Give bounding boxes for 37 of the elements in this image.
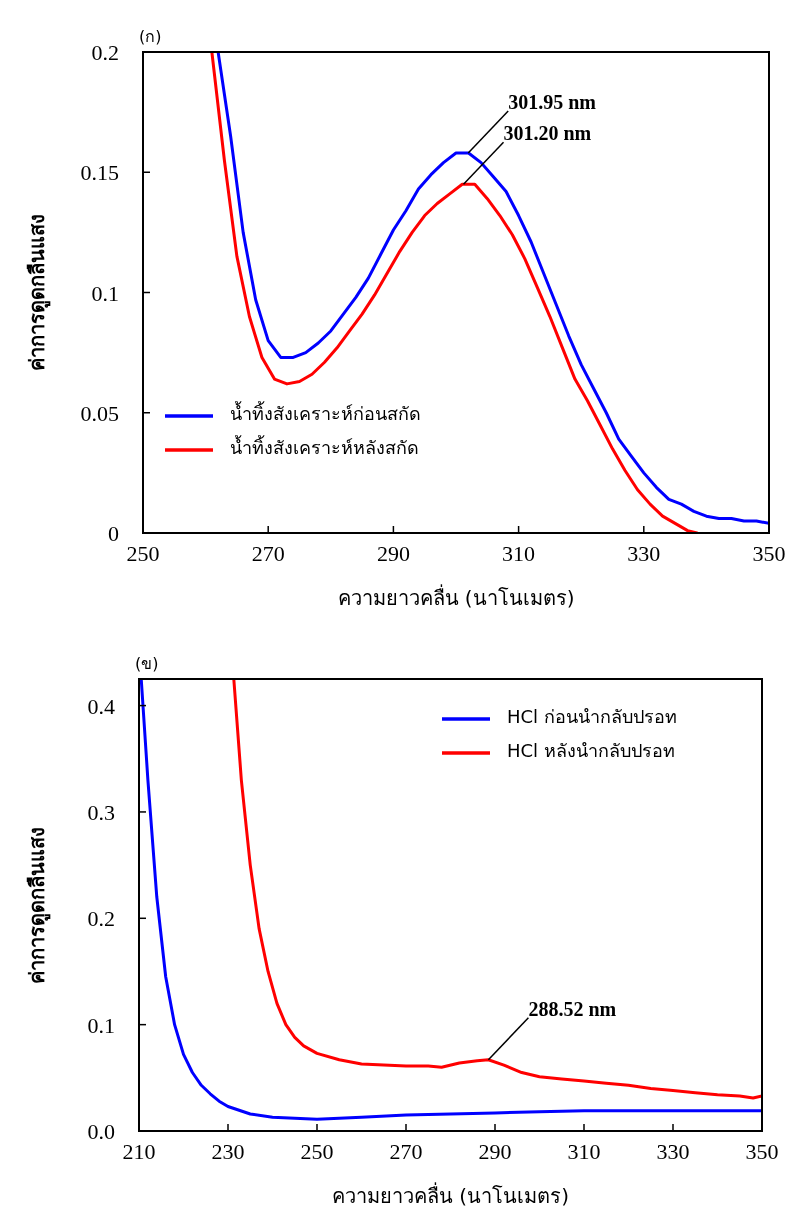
annotation: 288.52 nm — [528, 997, 617, 1020]
x-tick-label: 270 — [389, 1139, 423, 1164]
annotation: 301.20 nm — [503, 122, 592, 145]
chart-title: (ข) — [135, 654, 159, 673]
legend-label: HCl ก่อนนำกลับปรอท — [507, 706, 677, 727]
y-tick-label: 0.15 — [80, 160, 119, 186]
y-axis-title: ค่าการดูดกลืนแสง — [25, 826, 51, 984]
y-tick-label: 0.3 — [87, 799, 115, 825]
legend-label: HCl หลังนำกลับปรอท — [507, 740, 675, 761]
y-tick-label: 0.1 — [87, 1012, 115, 1038]
x-tick-label: 210 — [122, 1139, 156, 1164]
x-axis-title: ความยาวคลื่น (นาโนเมตร) — [337, 584, 575, 610]
x-tick-label: 350 — [752, 541, 786, 566]
y-tick-label: 0.2 — [87, 906, 115, 932]
x-tick-label: 230 — [211, 1139, 245, 1164]
x-tick-label: 250 — [300, 1139, 334, 1164]
y-tick-label: 0.1 — [91, 280, 119, 306]
x-tick-label: 330 — [627, 541, 661, 566]
x-axis-title: ความยาวคลื่น (นาโนเมตร) — [332, 1182, 569, 1208]
x-tick-label: 290 — [376, 541, 410, 566]
x-tick-label: 250 — [126, 541, 160, 566]
y-tick-label: 0.0 — [87, 1119, 115, 1144]
y-tick-label: 0.05 — [80, 400, 119, 426]
y-axis-title: ค่าการดูดกลืนแสง — [25, 214, 51, 371]
x-tick-label: 330 — [656, 1139, 690, 1164]
x-tick-label: 290 — [478, 1139, 512, 1164]
y-tick-label: 0.2 — [91, 40, 119, 65]
y-tick-label: 0.4 — [87, 693, 115, 719]
x-tick-label: 310 — [502, 541, 536, 566]
legend-label: น้ำทิ้งสังเคราะห์หลังสกัด — [230, 435, 419, 458]
x-tick-label: 270 — [251, 541, 285, 566]
annotation: 301.95 nm — [508, 91, 597, 114]
chart-title: (ก) — [139, 27, 162, 46]
y-tick-label: 0 — [108, 521, 119, 546]
x-tick-label: 310 — [567, 1139, 601, 1164]
legend-label: น้ำทิ้งสังเคราะห์ก่อนสกัด — [230, 401, 421, 424]
x-tick-label: 350 — [745, 1139, 779, 1164]
